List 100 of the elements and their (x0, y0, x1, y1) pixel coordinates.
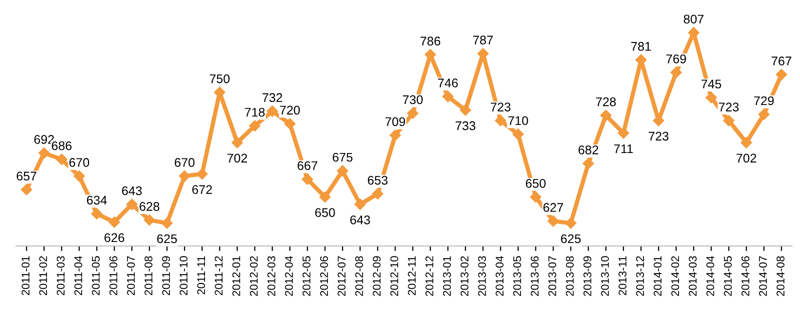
point (178, 170, 190, 182)
x-tick-label: 2011-02 (39, 256, 48, 296)
point (512, 128, 524, 140)
data-label: 670 (174, 158, 194, 167)
x-tick-label: 2013-06 (530, 256, 539, 296)
point (390, 130, 401, 141)
x-tick-label: 2012-08 (355, 256, 364, 296)
x-tick-label: 2012-09 (372, 256, 381, 296)
data-label: 643 (122, 186, 142, 196)
point (56, 154, 68, 165)
point (74, 170, 85, 182)
data-label: 745 (701, 80, 722, 88)
x-tick-label: 2012-11 (408, 256, 416, 296)
data-label: 723 (648, 132, 668, 141)
point (302, 174, 314, 185)
data-label: 781 (631, 42, 651, 51)
data-label: 728 (596, 97, 616, 106)
point (196, 168, 208, 180)
x-tick-label: 2013-04 (496, 256, 504, 296)
data-label: 667 (298, 161, 318, 170)
x-tick-label: 2011-01 (22, 256, 30, 296)
x-tick-label: 2012-04 (284, 256, 293, 296)
x-tick-label: 2011-06 (109, 256, 118, 296)
x-tick-label: 2011-12 (214, 256, 223, 296)
data-label: 650 (526, 178, 546, 188)
data-label: 672 (192, 185, 212, 194)
point (758, 108, 770, 120)
data-label: 626 (104, 233, 124, 242)
data-label: 720 (280, 106, 300, 115)
point (336, 165, 348, 176)
data-label: 746 (438, 78, 458, 88)
data-label: 733 (456, 121, 476, 130)
data-label: 657 (16, 172, 36, 181)
data-label: 627 (543, 203, 564, 212)
point (354, 198, 366, 210)
point (407, 108, 418, 119)
point (723, 114, 734, 126)
point (548, 215, 559, 227)
data-label: 625 (560, 234, 581, 244)
point (565, 218, 576, 229)
x-tick-label: 2014-01 (654, 256, 662, 296)
point (161, 218, 173, 229)
x-tick-label: 2012-05 (302, 256, 310, 296)
data-label: 675 (332, 152, 352, 162)
x-tick-label: 2013-02 (460, 256, 468, 296)
point (618, 128, 630, 139)
x-tick-label: 2012-06 (320, 256, 328, 296)
x-tick-label: 2013-05 (513, 256, 522, 296)
x-tick-label: 2011-05 (92, 256, 100, 296)
x-tick-label: 2011-04 (74, 256, 82, 296)
data-label: 807 (684, 14, 704, 24)
data-label: 729 (754, 96, 774, 106)
x-tick-label: 2012-07 (338, 256, 346, 296)
x-tick-label: 2013-07 (548, 256, 556, 296)
point (249, 120, 260, 132)
point (20, 184, 32, 196)
data-label: 682 (578, 146, 598, 154)
x-tick-label: 2012-12 (425, 256, 434, 296)
data-label: 767 (772, 56, 792, 66)
point (108, 216, 120, 228)
data-label: 702 (736, 154, 756, 163)
data-label: 710 (508, 116, 528, 126)
point (91, 208, 102, 220)
data-label: 732 (262, 93, 282, 102)
x-tick-label: 2011-11 (197, 256, 206, 294)
point (460, 104, 472, 116)
x-tick-label: 2011-03 (56, 256, 65, 296)
x-tick-label: 2012-03 (267, 256, 276, 296)
data-label: 653 (368, 176, 388, 185)
x-tick-label: 2013-11 (618, 256, 626, 296)
x-tick-label: 2013-08 (566, 256, 574, 296)
point (706, 92, 717, 104)
data-label: 718 (244, 108, 265, 117)
point (319, 191, 331, 203)
data-label: 643 (350, 215, 370, 224)
data-label: 670 (69, 158, 90, 167)
x-tick-label: 2011-07 (126, 256, 135, 296)
point (144, 214, 156, 226)
data-label: 786 (420, 36, 440, 46)
point (582, 158, 594, 170)
data-label: 625 (157, 234, 177, 244)
data-label: 634 (86, 196, 107, 205)
data-label: 750 (210, 74, 230, 84)
x-tick-label: 2014-02 (671, 256, 680, 296)
data-label: 787 (473, 36, 493, 44)
data-label: 686 (52, 141, 72, 150)
data-label: 692 (34, 135, 54, 144)
x-tick-label: 2013-10 (601, 256, 609, 296)
x-tick-label: 2014-08 (776, 256, 784, 296)
x-tick-label: 2012-02 (250, 256, 258, 296)
x-tick-label: 2012-01 (232, 256, 240, 296)
data-label: 711 (614, 144, 633, 154)
point (530, 191, 542, 203)
data-label: 723 (719, 102, 739, 112)
point (670, 66, 682, 78)
point (600, 110, 612, 121)
point (740, 136, 752, 148)
x-tick-label: 2011-10 (180, 256, 188, 296)
data-label: 730 (402, 95, 423, 104)
x-tick-label: 2014-06 (741, 256, 750, 296)
